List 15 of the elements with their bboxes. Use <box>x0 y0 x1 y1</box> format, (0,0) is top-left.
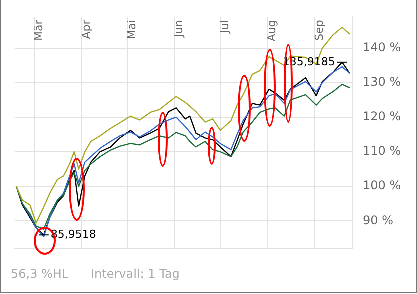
x-tick-label: Jun <box>172 20 186 38</box>
x-tick-label: Sep <box>312 20 326 41</box>
text: Intervall: 1 Tag <box>91 267 180 281</box>
y-tick-label: 140 % <box>363 40 402 54</box>
y-tick-label: 130 % <box>363 75 402 90</box>
x-tick-label: Aug <box>266 20 279 42</box>
x-tick-label: Apr <box>80 20 93 40</box>
x-tick-label: Jul <box>218 20 232 34</box>
x-tick-label: Mai <box>126 20 139 40</box>
x-tick-label: Mär <box>32 20 46 41</box>
y-tick-label: 120 % <box>363 110 402 124</box>
y-tick-label: 90 % <box>363 213 394 228</box>
text: 56,3 %HL <box>11 267 69 281</box>
y-tick-label: 100 % <box>363 178 402 193</box>
y-tick-label: 110 % <box>363 144 402 158</box>
